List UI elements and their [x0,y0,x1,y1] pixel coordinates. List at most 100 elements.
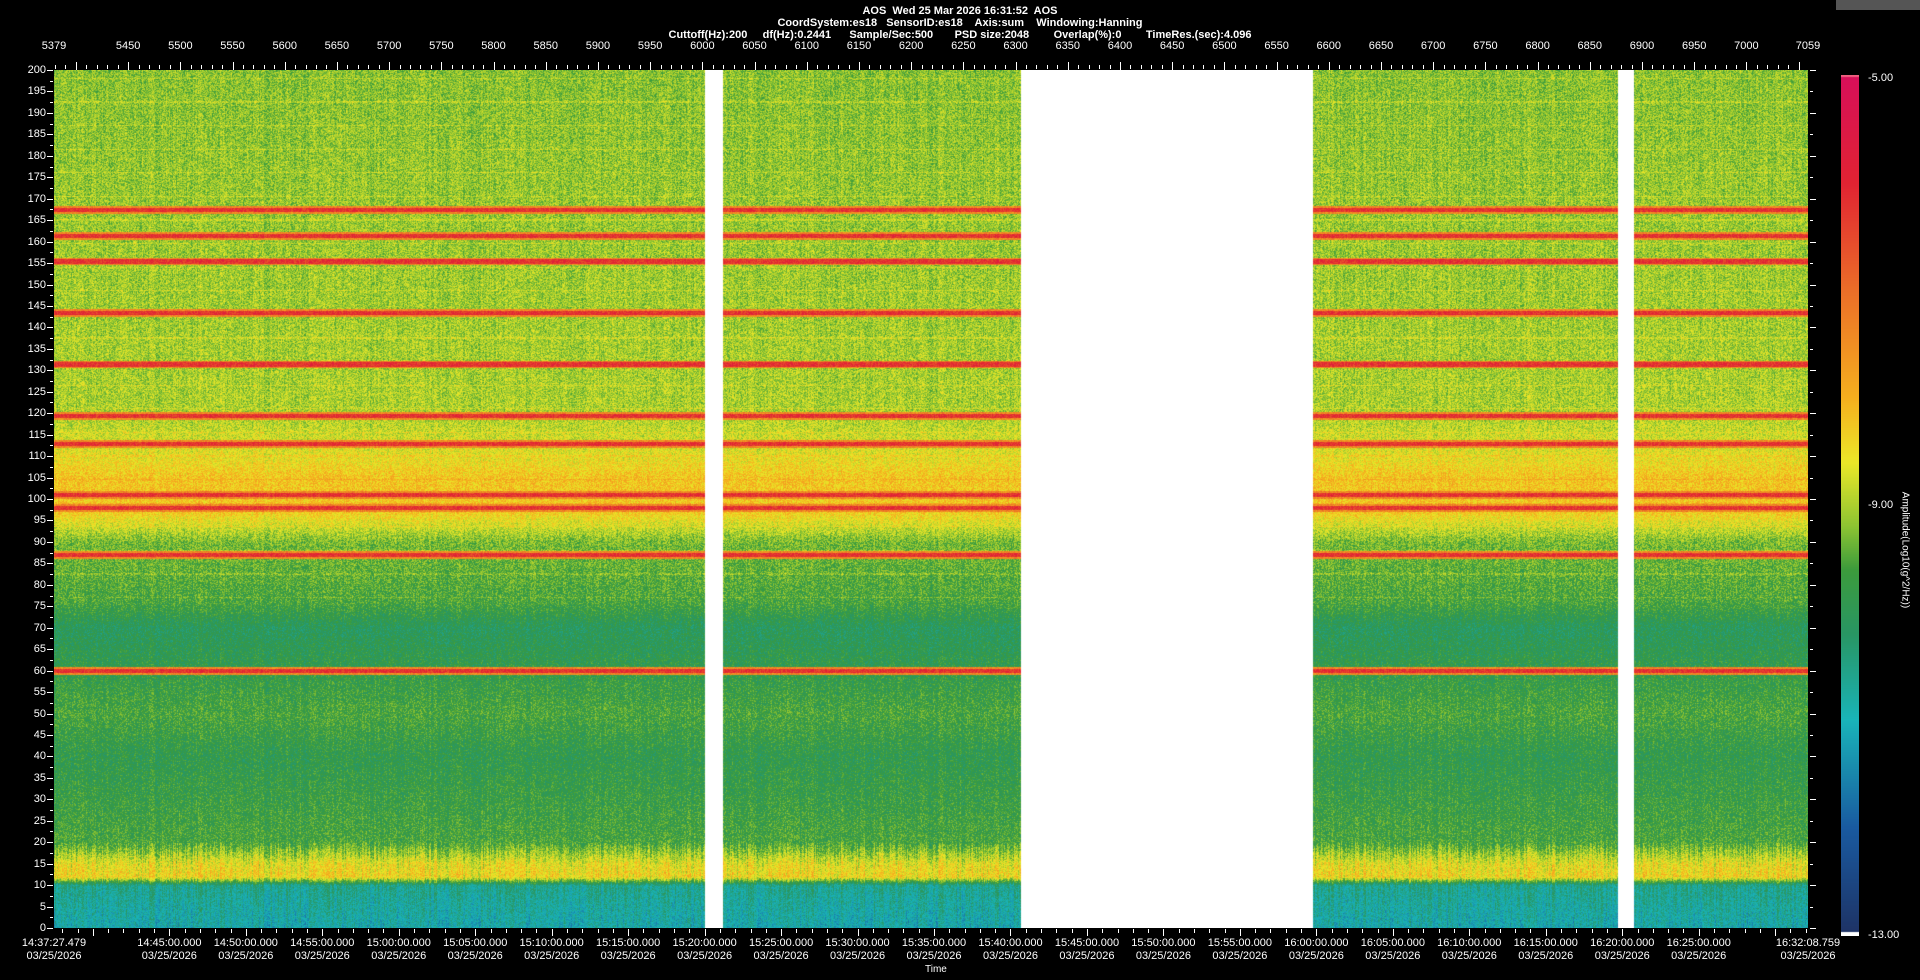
right-axis-tick [1810,177,1813,179]
top-axis-tick [149,65,150,69]
y-axis-tick-label: 115 [28,428,46,441]
y-axis-tick-label: 30 [33,793,46,806]
top-axis-tick [242,65,244,69]
y-axis-minor-tick [50,509,53,511]
y-axis-tick-label: 20 [33,836,46,849]
top-axis-tick [1579,65,1581,69]
colorbar [1841,75,1859,936]
top-axis-tick-label: 6550 [1264,40,1289,52]
right-axis-tick [1810,391,1813,393]
y-axis-tick [47,112,53,114]
top-axis-tick [1777,65,1779,69]
y-axis-minor-tick [50,531,53,533]
time-tick-label: 16:10:00.000 03/25/2026 [1437,937,1502,962]
time-axis-tick [796,929,798,933]
y-axis-tick-label: 10 [33,879,46,892]
time-axis-tick [1010,929,1012,936]
top-axis-tick [785,65,787,69]
y-axis-tick [47,220,53,222]
time-axis-tick [322,929,324,936]
y-axis-minor-tick [50,145,53,147]
y-axis-minor-tick [50,874,53,876]
right-axis-tick [1810,799,1816,801]
y-axis-minor-tick [50,466,53,468]
y-axis-tick-label: 180 [27,149,46,162]
time-axis-tick [918,929,920,933]
time-axis-tick [1775,929,1777,936]
y-axis-tick-label: 15 [33,857,46,870]
time-axis-tick [169,929,171,936]
top-axis-tick [911,62,913,70]
top-axis-tick-label: 6600 [1316,40,1342,52]
top-axis-tick [169,65,171,69]
time-axis-tick [154,929,156,933]
top-axis-tick-label: 6350 [1055,40,1081,52]
time-axis-tick [521,929,523,933]
y-axis-tick-label: 65 [33,643,46,656]
time-axis-tick [230,929,232,933]
y-axis-tick [47,391,53,393]
chart-title: AOS Wed 25 Mar 2026 16:31:52 AOS [862,5,1058,17]
time-axis-tick [306,929,308,933]
top-axis-tick [608,65,610,69]
top-axis-tick [1621,65,1623,69]
top-axis-tick [1360,65,1362,69]
top-axis-tick [1161,65,1163,69]
top-axis-tick [1412,65,1414,69]
time-axis-tick [1499,929,1501,933]
top-axis-tick [1015,62,1017,70]
right-axis-tick [1810,112,1816,114]
top-axis-tick-label: 5950 [637,40,663,52]
y-axis-minor-tick [50,767,53,769]
time-tick-label: 15:55:00.000 03/25/2026 [1207,937,1273,962]
time-axis-tick [414,929,416,933]
time-axis-tick [245,929,247,936]
time-axis-tick [1056,929,1058,933]
top-axis-tick [222,65,224,69]
y-axis-tick [47,842,53,844]
time-axis-tick [566,929,568,933]
top-axis-tick-label: 6000 [690,40,715,52]
time-tick-label: 15:50:00.000 03/25/2026 [1131,937,1196,962]
top-axis-tick [671,65,673,69]
y-axis-tick-label: 0 [39,922,46,934]
time-axis-tick [1561,929,1563,933]
y-axis-tick-label: 165 [27,214,46,227]
top-axis-tick [1078,65,1080,69]
y-axis-tick-label: 120 [27,407,46,420]
top-axis-tick [1610,65,1612,69]
y-axis-tick [47,863,53,865]
top-axis-tick [1026,65,1027,69]
time-tick-label: 16:32:08.759 03/25/2026 [1775,937,1841,962]
top-axis-tick [1694,62,1696,70]
y-axis-minor-tick [50,102,53,104]
time-axis-tick [1301,929,1303,933]
top-axis-tick-label: 7059 [1795,40,1821,52]
y-axis-tick-label: 130 [27,364,46,377]
y-axis-tick [47,734,53,736]
time-tick-label: 16:00:00.000 03/25/2026 [1284,937,1349,962]
time-axis-tick [964,929,966,933]
top-axis-tick [733,65,735,69]
top-axis-tick [1088,65,1090,69]
top-axis-tick [1328,62,1330,70]
y-axis-tick [47,799,53,801]
top-axis-tick [1401,65,1403,69]
time-tick-label: 16:25:00.000 03/25/2026 [1666,937,1731,962]
y-axis-minor-tick [50,659,53,661]
time-axis-tick [1285,929,1287,933]
time-axis-tick [1545,929,1547,936]
time-axis-tick [1178,929,1180,933]
spectrogram-plot[interactable] [54,70,1808,928]
y-axis-tick-label: 110 [28,450,46,463]
x-axis-title: Time [925,964,947,975]
top-axis-tick [441,62,443,70]
time-axis-tick [184,929,186,933]
top-axis-tick [1046,65,1048,69]
time-axis-tick [459,929,461,933]
top-axis-tick [483,65,485,69]
top-axis-tick [284,62,286,70]
time-axis-tick [1438,929,1440,933]
top-axis-tick-label: 7000 [1734,40,1759,52]
top-axis-tick [942,65,944,69]
